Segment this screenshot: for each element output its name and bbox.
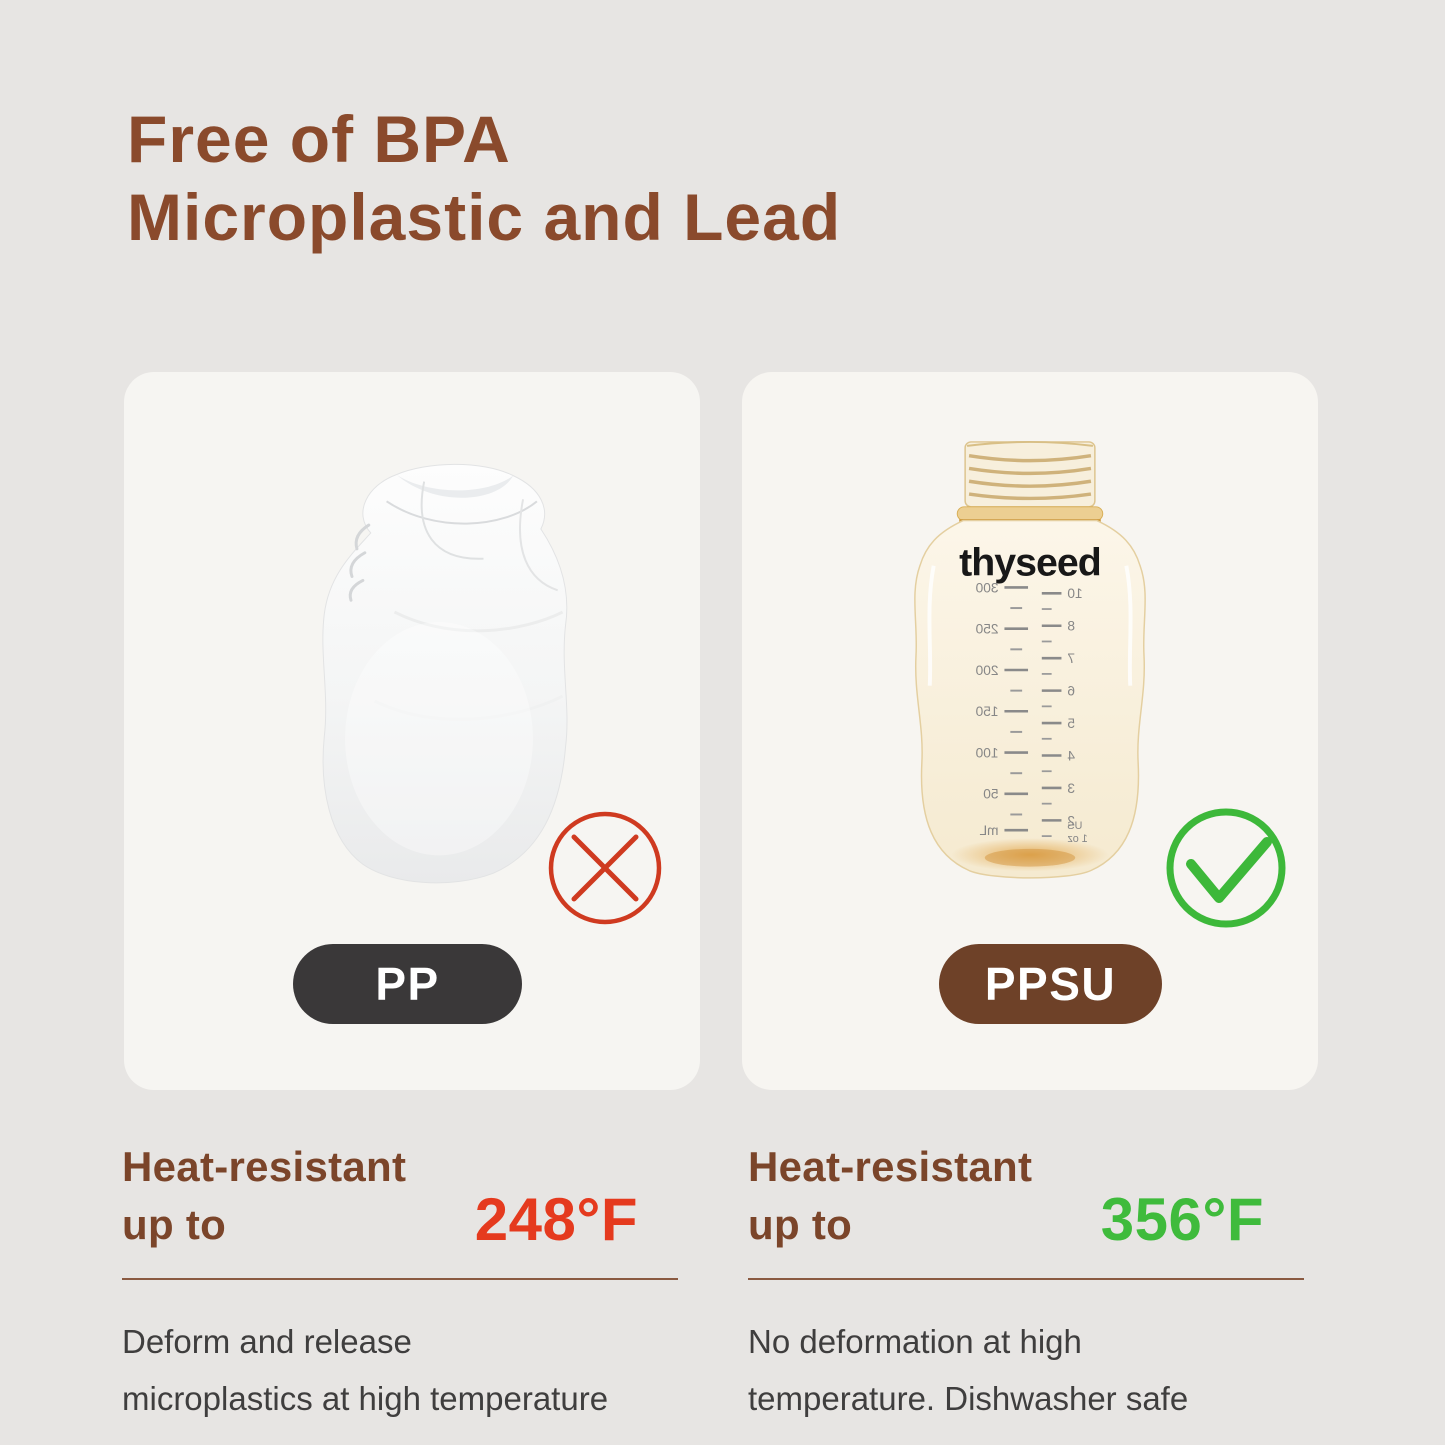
neck-thread-lines (966, 440, 1094, 501)
svg-text:7: 7 (1067, 651, 1075, 666)
title-line-2: Microplastic and Lead (127, 180, 842, 254)
pp-description-line1: Deform and release (122, 1323, 412, 1360)
cross-icon (548, 811, 662, 925)
svg-text:150: 150 (975, 704, 998, 719)
bottle-brand-logo: thyseed (959, 541, 1101, 585)
svg-text:50: 50 (983, 787, 999, 802)
svg-text:US: US (1067, 820, 1082, 832)
svg-text:5: 5 (1067, 716, 1075, 731)
svg-text:100: 100 (975, 745, 998, 760)
pp-card: PP (124, 372, 700, 1090)
body-highlights (927, 565, 1133, 686)
ppsu-description-line1: No deformation at high (748, 1323, 1082, 1360)
milk-residue-pool (951, 838, 1109, 872)
pp-bottle-photo (322, 463, 568, 884)
ppsu-description-line2: temperature. Dishwasher safe (748, 1379, 1189, 1417)
page-title: Free of BPA Microplastic and Lead (127, 100, 841, 256)
svg-text:2: 2 (1067, 813, 1075, 828)
ppsu-bottle-photo: thyseed 300 250 200 150 100 50 mL 10 8 7 6 5 4 3 2US1 … (914, 440, 1146, 879)
ppsu-bottle-body (914, 519, 1146, 879)
bottle-rim-fold (396, 474, 514, 498)
ppsu-heat-heading-line1: Heat-resistant (748, 1143, 1033, 1191)
svg-text:6: 6 (1067, 684, 1075, 699)
ppsu-heat-row: Heat-resistant up to 356°F (748, 1138, 1304, 1254)
bottle-collar-ring (956, 506, 1104, 522)
svg-text:4: 4 (1067, 748, 1075, 763)
ppsu-badge-label: PPSU (984, 958, 1117, 1010)
ppsu-info-section: Heat-resistant up to 356°F No deformatio… (748, 1138, 1304, 1428)
pp-description: Deform and release microplastics at high… (122, 1314, 678, 1428)
svg-text:mL: mL (979, 823, 998, 838)
ppsu-heat-heading-line2: up to (748, 1201, 853, 1249)
ppsu-heat-heading: Heat-resistant up to (748, 1138, 1032, 1254)
svg-text:1 oz: 1 oz (1067, 833, 1087, 845)
bottle-sheen (345, 621, 533, 856)
check-icon (1166, 808, 1286, 928)
bottle-rim-line (386, 500, 538, 525)
svg-text:8: 8 (1067, 619, 1075, 634)
title-line-1: Free of BPA (127, 102, 511, 176)
svg-text:300: 300 (975, 580, 998, 595)
pp-description-line2: microplastics at high temperature (122, 1379, 609, 1417)
ppsu-max-temperature: 356°F (1100, 1186, 1264, 1253)
pp-max-temperature: 248°F (474, 1186, 638, 1253)
svg-text:200: 200 (975, 663, 998, 678)
svg-text:250: 250 (975, 622, 998, 637)
ppsu-material-badge: PPSU (939, 944, 1162, 1024)
ppsu-card: thyseed 300 250 200 150 100 50 mL 10 8 7 6 5 4 3 2 US 1 … (742, 372, 1318, 1090)
pp-divider-line (122, 1278, 678, 1280)
deformed-bottle-body (322, 463, 568, 884)
pp-material-badge: PP (293, 944, 522, 1024)
ppsu-divider-line (748, 1278, 1304, 1280)
pp-heat-heading-line2: up to (122, 1201, 227, 1249)
svg-text:10: 10 (1067, 586, 1083, 601)
bottle-thread-lines (348, 523, 371, 602)
pp-heat-row: Heat-resistant up to 248°F (122, 1138, 678, 1254)
ppsu-description: No deformation at high temperature. Dish… (748, 1314, 1304, 1428)
pp-heat-heading-line1: Heat-resistant (122, 1143, 407, 1191)
pp-heat-heading: Heat-resistant up to (122, 1138, 406, 1254)
bottle-crease-lines (374, 481, 564, 721)
svg-text:3: 3 (1067, 781, 1075, 796)
pp-info-section: Heat-resistant up to 248°F Deform and re… (122, 1138, 678, 1428)
milk-residue-core (984, 848, 1076, 867)
pp-badge-label: PP (375, 958, 440, 1010)
